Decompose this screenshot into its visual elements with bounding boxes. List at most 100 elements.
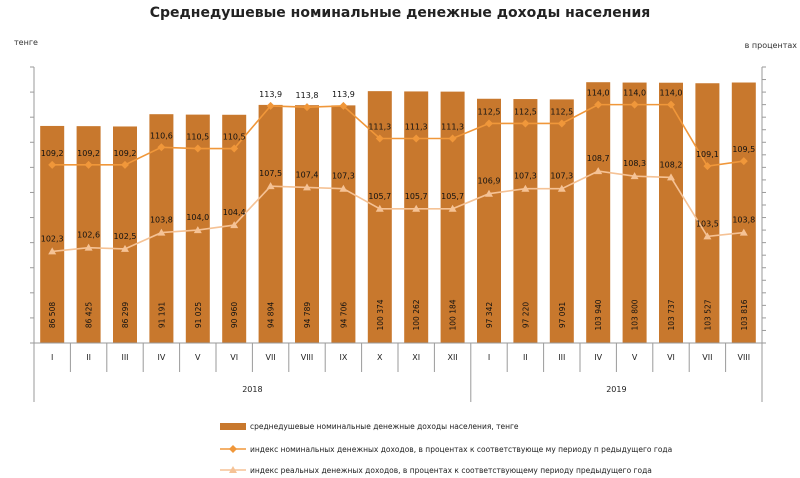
real-index-marker (485, 189, 493, 197)
bar-series (40, 82, 756, 344)
bar-value-label: 91 025 (194, 302, 203, 328)
bar (295, 105, 319, 344)
nominal-index-label: 109,5 (732, 145, 755, 154)
x-tick-label: I (51, 353, 53, 362)
bar-value-label: 103 527 (703, 299, 712, 330)
bar (222, 114, 247, 343)
real-index-label: 105,7 (368, 192, 391, 201)
nominal-index-label: 109,1 (696, 150, 719, 159)
nominal-index-label: 114,0 (623, 89, 646, 98)
real-index-marker (375, 204, 384, 212)
nominal-index-label: 110,5 (223, 133, 246, 142)
nominal-index-marker (339, 101, 348, 110)
nominal-index-marker (157, 143, 166, 152)
x-tick-label: III (121, 353, 128, 362)
real-index-marker (230, 221, 239, 229)
real-index-label: 107,4 (296, 170, 319, 179)
nominal-index-label: 109,2 (77, 149, 100, 158)
bar-value-label: 97 091 (558, 302, 567, 328)
real-index-marker (667, 173, 675, 181)
line-series: 109,2 109,2 109,2 110,6 110,5 110,5 113,9 113,8… (41, 89, 755, 255)
real-index-label: 104,0 (186, 213, 209, 222)
nominal-index-marker (303, 103, 311, 112)
bar-value-label: 97 220 (521, 302, 530, 328)
bar-value-label: 90 960 (230, 302, 239, 328)
x-tick-label: V (632, 353, 638, 362)
x-tick-label: X (377, 353, 383, 362)
x-tick-label: VII (265, 353, 275, 362)
real-index-label: 106,9 (478, 177, 501, 186)
legend-nominal-label: индекс номинальных денежных доходов, в п… (250, 445, 672, 454)
real-index-marker (412, 204, 421, 212)
x-tick-label: III (558, 353, 565, 362)
real-index-label: 102,5 (114, 232, 137, 241)
nominal-index-marker (193, 144, 202, 153)
nominal-index-marker (412, 134, 421, 143)
real-index-marker (448, 204, 457, 212)
nominal-index-label: 113,9 (332, 90, 355, 99)
x-tick-label: IV (157, 353, 165, 362)
real-index-label: 105,7 (441, 192, 464, 201)
real-index-label: 102,3 (41, 234, 64, 243)
nominal-index-label: 110,6 (150, 131, 173, 140)
nominal-index-label: 114,0 (660, 89, 683, 98)
nominal-index-marker (594, 100, 603, 109)
real-index-marker (630, 172, 639, 180)
nominal-index-marker (48, 160, 57, 169)
bar (331, 105, 356, 343)
bar (258, 104, 283, 343)
bar (695, 83, 720, 344)
x-tick-label: VII (702, 353, 712, 362)
bar-value-label: 103 816 (740, 299, 749, 330)
nominal-index-marker (448, 134, 457, 143)
x-tick-label: I (488, 353, 490, 362)
nominal-index-label: 113,8 (296, 91, 319, 100)
real-index-line (52, 170, 744, 253)
real-index-marker (266, 182, 275, 190)
real-index-marker (48, 247, 57, 255)
x-tick-label: VI (230, 353, 238, 362)
x-tick-label: XII (447, 353, 457, 362)
bar (513, 99, 538, 343)
nominal-index-marker (630, 100, 639, 109)
x-tick-label: IV (594, 353, 602, 362)
nominal-index-label: 111,3 (405, 123, 428, 132)
real-index-marker (121, 244, 129, 252)
nominal-index-marker (84, 160, 93, 169)
bar-value-label: 103 940 (594, 299, 603, 330)
bar (549, 99, 574, 343)
nominal-index-label: 109,2 (41, 149, 64, 158)
real-index-marker (84, 243, 93, 251)
bar (477, 98, 501, 343)
x-tick-label: VIII (301, 353, 314, 362)
nominal-index-marker (557, 119, 566, 128)
bar-value-label: 86 508 (48, 302, 57, 328)
real-index-label: 107,3 (550, 172, 573, 181)
bar-value-label: 94 894 (267, 302, 276, 328)
bar (149, 114, 174, 344)
bar (622, 82, 647, 343)
real-index-label: 107,5 (259, 169, 282, 178)
nominal-index-marker (485, 119, 493, 128)
bar-value-label: 91 191 (157, 302, 166, 328)
bar (404, 91, 429, 343)
axes-frame (30, 66, 766, 344)
bar-value-label: 100 184 (449, 299, 458, 330)
legend-bar-label: среднедушевые номинальные денежные доход… (250, 422, 519, 431)
bar-value-label: 100 262 (412, 299, 421, 330)
real-index-marker (303, 183, 311, 191)
nominal-index-label: 111,3 (441, 123, 464, 132)
x-tick-label: VI (667, 353, 675, 362)
legend: среднедушевые номинальные денежные доход… (220, 422, 672, 475)
nominal-index-marker (667, 100, 675, 109)
x-axis: I II III IV V VI VII VIII IX X XI XII I II III IV V VI VII… (33, 342, 763, 402)
legend-bar-swatch (220, 423, 246, 430)
real-index-label: 103,8 (732, 216, 755, 225)
x-tick-label: IX (339, 353, 347, 362)
bar-value-label: 94 789 (303, 302, 312, 328)
bar-value-label: 103 800 (631, 299, 640, 330)
nominal-index-label: 111,3 (368, 123, 391, 132)
x-tick-label: XI (412, 353, 420, 362)
chart-title: Среднедушевые номинальные денежные доход… (150, 5, 651, 21)
real-index-label: 103,5 (696, 219, 719, 228)
